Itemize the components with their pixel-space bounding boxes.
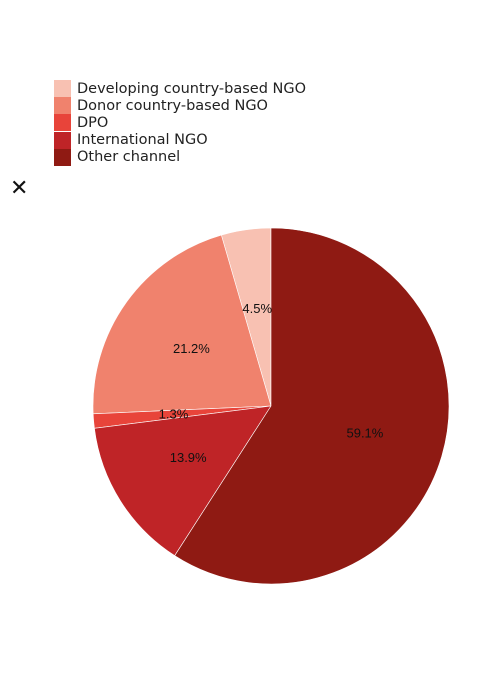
legend-swatch	[54, 80, 71, 98]
pie-slice-donor-country-based-ngo[interactable]	[92, 234, 272, 415]
legend-label: Developing country-based NGO	[77, 80, 307, 97]
legend-item-dpo[interactable]: DPO	[54, 114, 306, 132]
legend-label: DPO	[77, 114, 109, 131]
legend-label: International NGO	[77, 132, 208, 149]
legend-swatch	[54, 148, 71, 166]
legend-item-developing-country-ngo[interactable]: Developing country-based NGO	[54, 80, 307, 98]
slice-label-other-channel: 59.1%	[346, 426, 383, 441]
legend-swatch	[54, 131, 71, 149]
slice-label-developing-country-based-ngo: 4.5%	[242, 301, 272, 316]
legend-swatch	[54, 97, 71, 115]
pie-slice-other-channel[interactable]	[174, 227, 450, 585]
legend-item-donor-country-ngo[interactable]: Donor country-based NGO	[54, 97, 306, 115]
legend-label: Donor country-based NGO	[77, 97, 268, 114]
slice-label-donor-country-based-ngo: 21.2%	[173, 341, 210, 356]
pie-slice-international-ngo[interactable]	[94, 405, 272, 557]
legend-swatch	[54, 114, 71, 132]
legend-label: Other channel	[77, 149, 181, 166]
legend: Developing country-based NGO Donor count…	[54, 80, 306, 166]
slice-label-international-ngo: 13.9%	[170, 450, 207, 465]
legend-item-international-ngo[interactable]: International NGO	[54, 131, 306, 149]
close-icon[interactable]: ✕	[10, 176, 29, 201]
slice-label-dpo: 1.3%	[159, 406, 189, 421]
legend-item-other-channel[interactable]: Other channel	[54, 148, 306, 166]
